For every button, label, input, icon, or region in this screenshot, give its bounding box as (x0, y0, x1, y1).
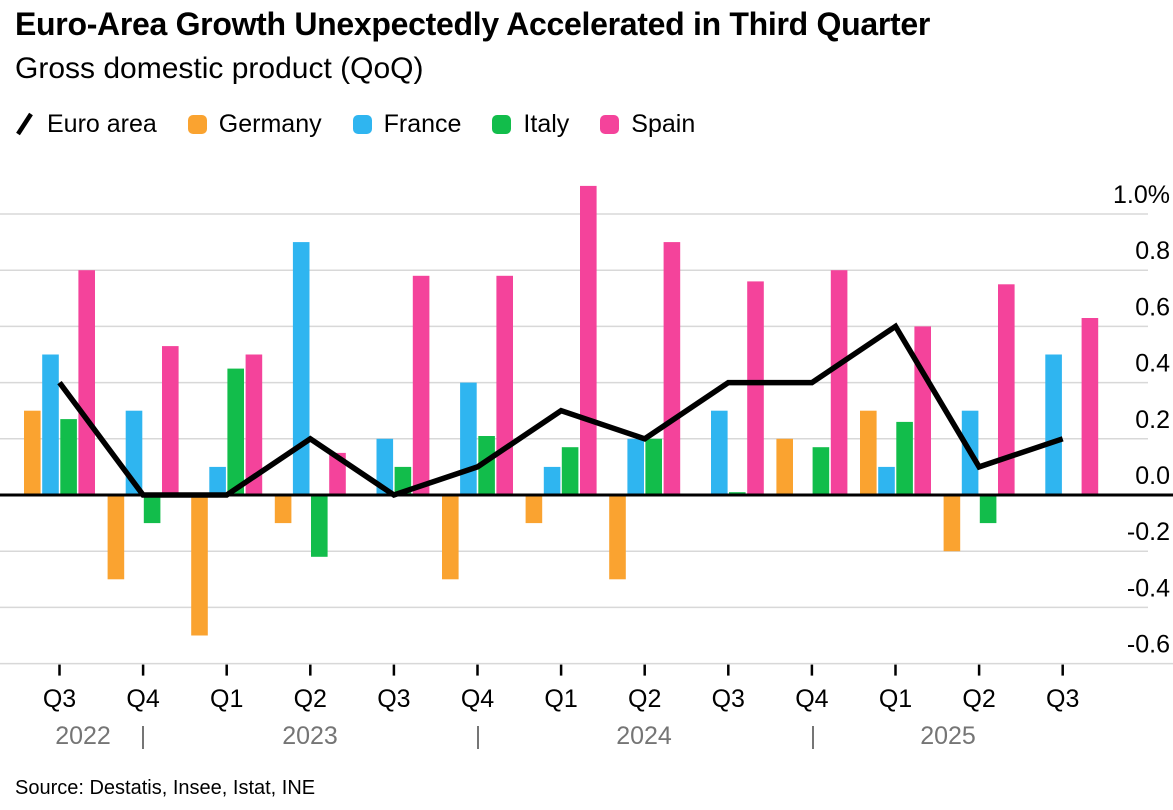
x-tick-label: Q1 (879, 685, 912, 713)
bar-france-q3-2023 (376, 438, 394, 495)
year-label: 2025 (920, 722, 976, 750)
legend-swatch-spain-icon (600, 114, 620, 134)
legend-swatch-italy-icon (492, 114, 512, 134)
bar-germany-q3-2022 (24, 410, 41, 495)
bar-italy-q4-2022 (143, 495, 161, 524)
x-tick-label: Q4 (461, 685, 494, 713)
x-tick-label: Q1 (544, 685, 577, 713)
bar-spain-q4-2023 (496, 275, 513, 495)
legend-swatch-germany-icon (187, 114, 207, 134)
bar-spain-q2-2025 (998, 284, 1015, 496)
y-axis-label: 0.0 (1135, 462, 1170, 490)
bar-italy-q3-2022 (60, 419, 77, 495)
legend-label-italy: Italy (523, 109, 570, 138)
bar-france-q3-2022 (42, 354, 59, 495)
bar-spain-q4-2024 (830, 270, 848, 495)
y-axis-label: 0.4 (1135, 350, 1170, 378)
legend: Euro area Germany France Italy Spain (15, 109, 695, 139)
bar-italy-q4-2024 (812, 447, 830, 495)
y-axis-label: 1.0% (1113, 181, 1170, 209)
chart-subtitle: Gross domestic product (QoQ) (15, 52, 424, 85)
legend-label-germany: Germany (218, 109, 322, 138)
y-axis-label: 0.6 (1135, 293, 1170, 321)
bar-spain-q1-2024 (580, 185, 597, 495)
year-label: 2022 (55, 722, 111, 750)
bar-germany-q2-2024 (609, 495, 626, 580)
bar-france-q3-2025 (1045, 354, 1062, 495)
y-axis-label: 0.2 (1135, 406, 1170, 434)
y-axis-label: 0.8 (1135, 237, 1170, 265)
legend-label-euro-area: Euro area (47, 109, 157, 138)
year-separator: | (475, 722, 482, 750)
bar-italy-q2-2024 (645, 438, 662, 495)
bar-france-q1-2024 (543, 466, 561, 495)
bar-spain-q2-2023 (329, 452, 346, 495)
x-tick-label: Q2 (294, 685, 327, 713)
x-tick-label: Q4 (795, 685, 828, 713)
bar-france-q2-2024 (627, 438, 644, 495)
bar-italy-q4-2023 (478, 436, 495, 495)
year-label: 2024 (616, 722, 672, 750)
bar-france-q4-2023 (460, 382, 477, 495)
bar-italy-q2-2025 (979, 495, 997, 524)
x-tick-label: Q2 (962, 685, 995, 713)
year-separator: | (140, 722, 147, 750)
bar-italy-q1-2025 (896, 421, 913, 495)
bar-italy-q1-2023 (227, 368, 244, 496)
bar-germany-q1-2023 (191, 495, 208, 636)
bar-germany-q2-2023 (274, 495, 292, 524)
x-tick-label: Q3 (1046, 685, 1079, 713)
legend-swatch-france-icon (352, 114, 372, 134)
bar-spain-q3-2022 (78, 270, 95, 495)
euro-area-line (57, 322, 1064, 499)
bar-spain-q3-2023 (412, 275, 430, 495)
y-axis-label: -0.6 (1127, 631, 1170, 659)
bar-germany-q4-2024 (776, 438, 793, 495)
bar-spain-q1-2025 (914, 326, 931, 495)
bar-spain-q2-2024 (663, 242, 681, 495)
bar-france-q2-2023 (292, 242, 310, 495)
year-separator: | (810, 722, 817, 750)
year-label: 2023 (282, 722, 338, 750)
bar-germany-q4-2022 (107, 495, 125, 580)
legend-item-italy: Italy (492, 110, 569, 139)
euro-area-slash-icon (16, 112, 33, 136)
bar-germany-q1-2025 (860, 410, 877, 495)
bar-spain-q3-2024 (747, 281, 764, 495)
x-tick-label: Q4 (126, 685, 159, 713)
bar-france-q3-2024 (711, 410, 728, 495)
bar-germany-q1-2024 (525, 495, 543, 524)
y-axis-label: -0.4 (1127, 574, 1170, 602)
chart-title: Euro-Area Growth Unexpectedly Accelerate… (15, 6, 930, 42)
bar-france-q1-2025 (878, 466, 895, 495)
legend-label-spain: Spain (631, 109, 696, 138)
bar-france-q1-2023 (209, 466, 226, 495)
legend-item-spain: Spain (600, 110, 695, 139)
bar-italy-q1-2024 (561, 447, 579, 495)
x-tick-label: Q3 (712, 685, 745, 713)
euro-area-line-swatch-icon (16, 112, 33, 136)
bar-spain-q4-2022 (162, 346, 179, 495)
legend-item-euro-area: Euro area (15, 110, 157, 139)
x-tick-label: Q3 (43, 685, 76, 713)
bar-germany-q2-2025 (943, 495, 961, 552)
y-axis-label: -0.2 (1127, 518, 1170, 546)
bar-spain-q3-2025 (1081, 318, 1099, 495)
x-tick-label: Q1 (210, 685, 243, 713)
bar-italy-q2-2023 (311, 495, 328, 557)
x-tick-label: Q3 (377, 685, 410, 713)
source-note: Source: Destatis, Insee, Istat, INE (15, 777, 316, 799)
legend-item-germany: Germany (187, 109, 322, 139)
bar-spain-q1-2023 (245, 354, 263, 495)
legend-label-france: France (383, 109, 462, 138)
bar-germany-q4-2023 (442, 495, 459, 580)
x-tick-label: Q2 (628, 685, 661, 713)
legend-item-france: France (352, 109, 462, 139)
